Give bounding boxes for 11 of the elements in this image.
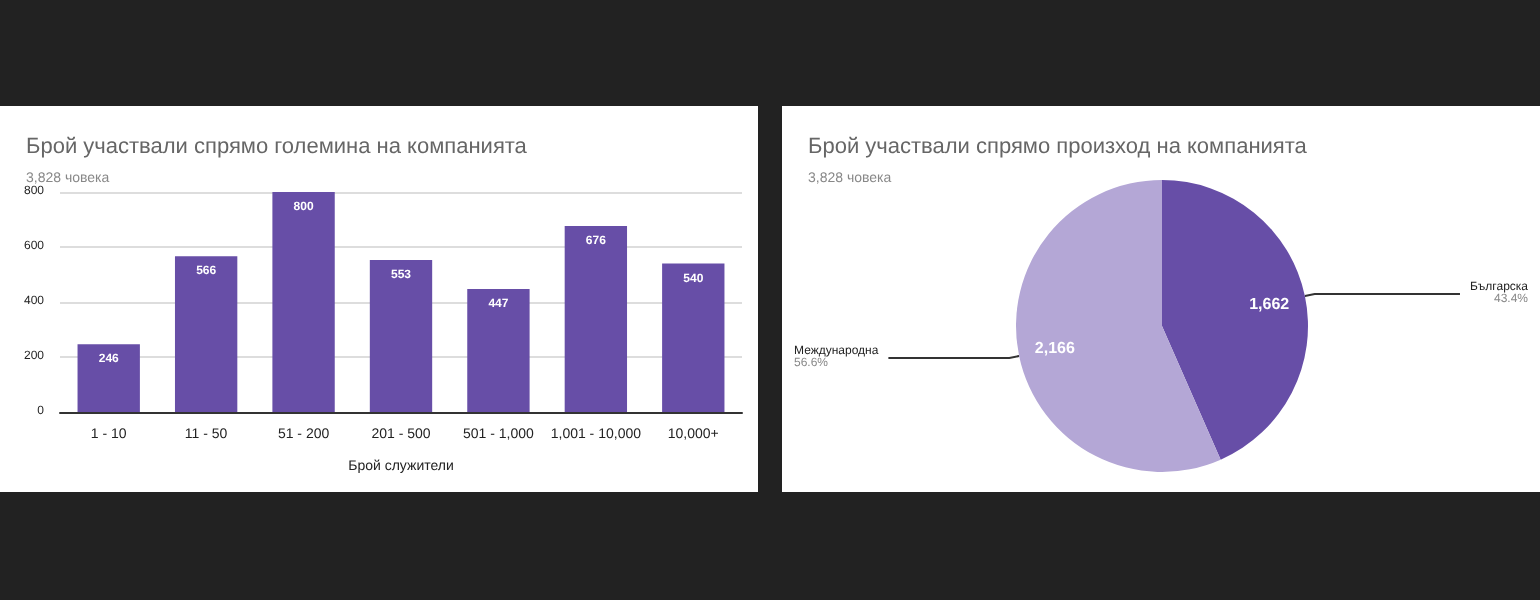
- chart-title: Брой участвали спрямо произход на компанията: [808, 135, 1309, 159]
- bar: [174, 256, 238, 412]
- chart-title: Брой участвали спрямо големина на компанията: [26, 135, 529, 159]
- data-label: 1,662: [1249, 294, 1291, 313]
- bar: [77, 344, 140, 412]
- bar: [272, 192, 335, 412]
- bar: [662, 263, 725, 412]
- bar: [564, 226, 628, 412]
- bar: [467, 289, 530, 412]
- bar: [369, 259, 433, 412]
- data-label: 2,166: [1034, 339, 1076, 358]
